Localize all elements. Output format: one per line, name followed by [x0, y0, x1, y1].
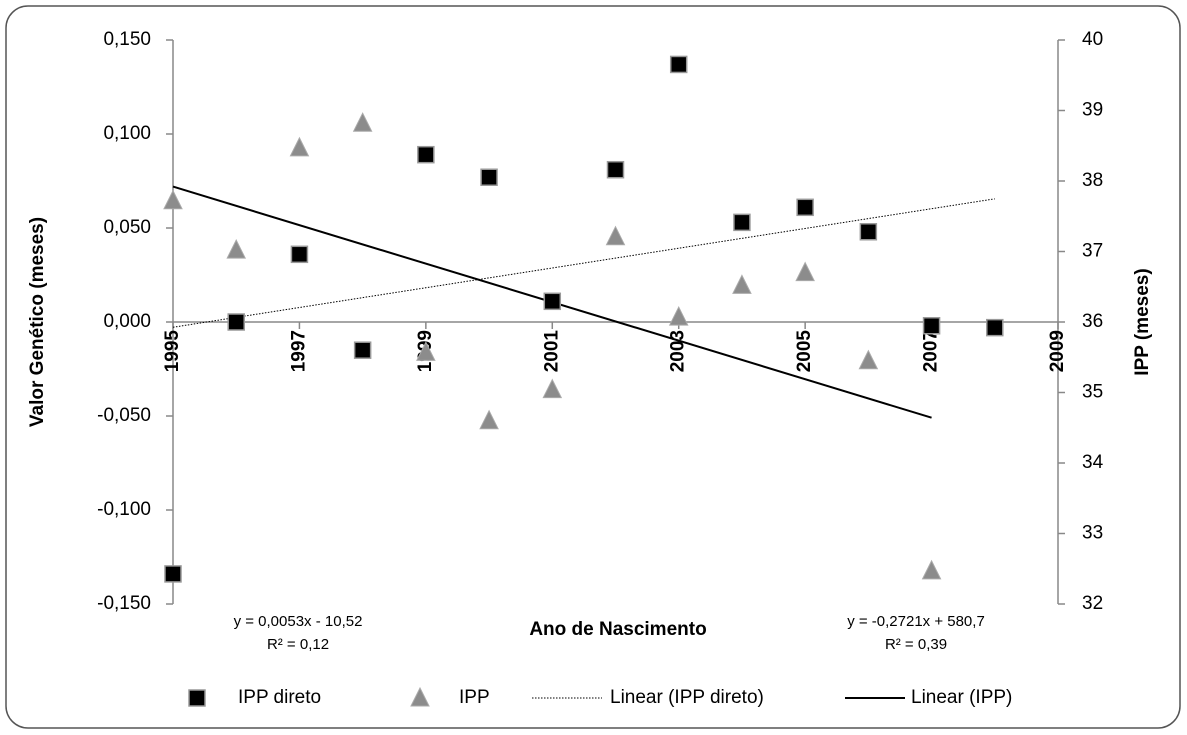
triangle-marker — [163, 189, 183, 210]
trend-r2: R² = 0,12 — [267, 636, 329, 653]
y-tick-label: 0,100 — [103, 123, 151, 144]
y-tick-label: 0,150 — [103, 29, 151, 50]
x-tick-label: 2001 — [541, 330, 562, 373]
legend-label: IPP — [459, 687, 490, 708]
triangle-marker — [921, 559, 942, 580]
y2-tick-label: 36 — [1082, 311, 1103, 332]
square-marker — [606, 160, 625, 179]
y2-tick-label: 40 — [1082, 29, 1103, 50]
legend-marker — [188, 689, 206, 707]
square-marker — [669, 55, 688, 74]
triangle-marker — [732, 274, 752, 294]
trend-r2: R² = 0,39 — [885, 636, 947, 653]
chart-border — [5, 5, 1181, 729]
y2-tick-label: 38 — [1082, 170, 1103, 191]
triangle-marker — [858, 349, 879, 370]
y2-tick-label: 32 — [1082, 593, 1103, 614]
square-marker — [859, 223, 878, 241]
triangle-marker — [352, 112, 373, 132]
square-marker — [290, 245, 309, 264]
y-tick-label: 0,050 — [103, 217, 151, 238]
y-tick-label: 0,000 — [103, 311, 151, 332]
square-marker — [986, 318, 1004, 337]
triangle-marker — [542, 378, 563, 399]
legend-label: Linear (IPP direto) — [610, 687, 764, 708]
x-tick-label: 2003 — [668, 330, 689, 372]
square-marker — [164, 565, 182, 583]
y2-tick-label: 39 — [1082, 100, 1103, 121]
x-tick-label: 2005 — [794, 330, 815, 373]
triangle-marker — [479, 409, 499, 430]
y2-axis-title: IPP (meses) — [1132, 268, 1153, 375]
y-tick-label: -0,100 — [97, 499, 151, 520]
square-marker — [922, 317, 941, 335]
square-marker — [543, 292, 562, 311]
triangle-marker — [795, 261, 815, 282]
triangle-marker — [416, 341, 436, 361]
square-marker — [480, 168, 498, 186]
y-axis-title: Valor Genético (meses) — [27, 217, 48, 427]
x-tick-label: 1995 — [162, 330, 183, 373]
triangle-marker — [289, 136, 310, 157]
legend-label: IPP direto — [238, 687, 321, 708]
y-tick-label: -0,050 — [97, 405, 151, 426]
triangle-marker — [668, 305, 689, 326]
x-tick-label: 1997 — [288, 330, 309, 372]
triangle-marker — [605, 225, 626, 246]
square-marker — [417, 145, 435, 164]
y2-tick-label: 34 — [1082, 452, 1104, 473]
triangle-marker — [226, 238, 247, 259]
x-tick-label: 2007 — [921, 330, 942, 372]
square-marker — [353, 341, 372, 359]
square-marker — [796, 198, 814, 217]
x-axis-title: Ano de Nascimento — [529, 619, 706, 640]
y-tick-label: -0,150 — [97, 593, 151, 614]
x-tick-label: 2009 — [1047, 330, 1068, 372]
legend-label: Linear (IPP) — [911, 687, 1012, 708]
trendline — [172, 198, 995, 328]
y2-tick-label: 37 — [1082, 241, 1103, 262]
y2-tick-label: 35 — [1082, 382, 1103, 403]
trend-equation: y = -0,2721x + 580,7 — [847, 613, 985, 630]
square-marker — [733, 213, 751, 232]
trend-equation: y = 0,0053x - 10,52 — [234, 613, 363, 630]
square-marker — [227, 313, 245, 331]
legend-marker — [410, 686, 430, 707]
y2-tick-label: 33 — [1082, 523, 1103, 544]
